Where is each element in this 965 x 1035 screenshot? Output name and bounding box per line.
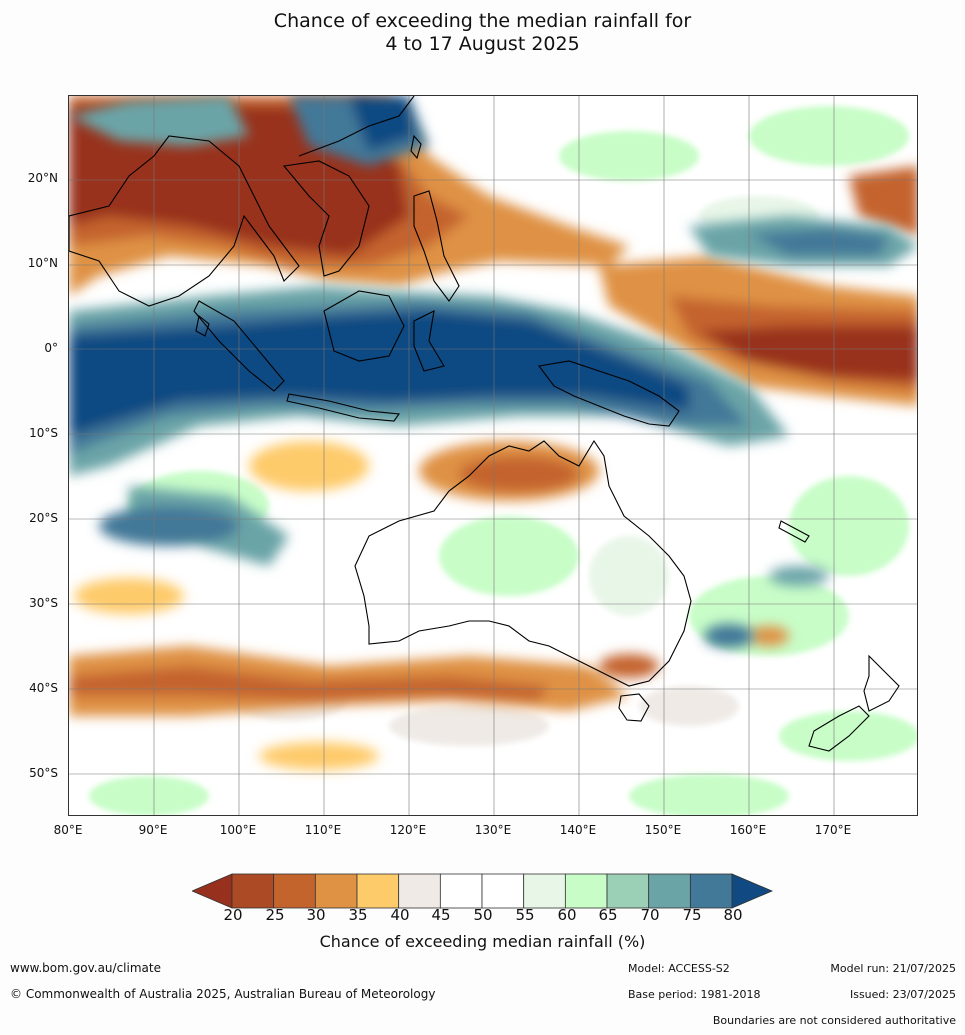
footer-issued: Issued: 23/07/2025 <box>849 988 956 1001</box>
borneo-coastline <box>323 290 405 362</box>
title-line-2: 4 to 17 August 2025 <box>385 33 580 55</box>
footer-url: www.bom.gov.au/climate <box>10 961 161 975</box>
probability-field-light <box>89 106 917 815</box>
australia-coastline <box>354 439 692 687</box>
title-line-1: Chance of exceeding the median rainfall … <box>273 10 692 32</box>
lat-label-30s: 30°S <box>29 596 58 610</box>
colorbar-cell <box>356 873 400 909</box>
lon-label-110e: 110°E <box>304 823 342 837</box>
lon-label-130e: 130°E <box>474 823 512 837</box>
colorbar-cell <box>314 873 358 909</box>
lat-label-10s: 10°S <box>29 426 58 440</box>
lon-label-80e: 80°E <box>53 823 83 837</box>
colorbar-title: Chance of exceeding median rainfall (%) <box>319 932 646 951</box>
philippines-coastline <box>413 190 460 302</box>
sri-lanka-coastline <box>195 315 210 337</box>
sulawesi-coastline <box>413 310 445 372</box>
map-title: Chance of exceeding the median rainfall … <box>0 10 965 56</box>
new-zealand-south-coastline <box>808 705 870 752</box>
lat-label-10n: 10°N <box>27 256 58 270</box>
indochina-coastline <box>282 160 370 277</box>
colorbar-tick-25: 25 <box>265 906 285 924</box>
colorbar-tick-20: 20 <box>223 906 243 924</box>
colorbar-cell <box>564 873 608 909</box>
colorbar-cell <box>648 873 691 909</box>
colorbar-tick-75: 75 <box>682 906 702 924</box>
new-guinea-coastline <box>538 360 680 427</box>
lat-label-0: 0° <box>44 341 58 355</box>
colorbar-cell <box>523 873 566 909</box>
lon-label-150e: 150°E <box>644 823 682 837</box>
colorbar-tick-45: 45 <box>431 906 451 924</box>
taiwan-coastline <box>410 134 422 160</box>
coastlines <box>69 96 900 752</box>
colorbar-cell <box>481 873 525 909</box>
new-caledonia-coastline <box>778 520 810 543</box>
colorbar-cell <box>439 873 483 909</box>
colorbar-tick-70: 70 <box>640 906 660 924</box>
lat-label-50s: 50°S <box>29 766 58 780</box>
colorbar-cell <box>398 873 441 909</box>
lon-label-100e: 100°E <box>219 823 257 837</box>
lon-label-140e: 140°E <box>559 823 597 837</box>
lon-label-160e: 160°E <box>729 823 767 837</box>
tasmania-coastline <box>618 693 650 722</box>
rainfall-map <box>68 95 918 816</box>
lon-label-170e: 170°E <box>814 823 852 837</box>
lon-label-90e: 90°E <box>138 823 168 837</box>
colorbar-tick-40: 40 <box>390 906 410 924</box>
footer-disclaimer: Boundaries are not considered authoritat… <box>712 1014 956 1027</box>
colorbar-cell <box>273 873 316 909</box>
footer-model: Model: ACCESS-S2 <box>628 962 730 975</box>
sumatra-coastline <box>193 300 285 392</box>
graticule <box>69 96 917 815</box>
lat-label-20s: 20°S <box>29 511 58 525</box>
footer-base-period: Base period: 1981-2018 <box>628 988 761 1001</box>
colorbar-cell <box>689 873 733 909</box>
asia-mainland-coastline <box>69 135 300 307</box>
colorbar <box>192 873 774 909</box>
footer-copyright: © Commonwealth of Australia 2025, Austra… <box>10 987 436 1001</box>
colorbar-tick-50: 50 <box>473 906 493 924</box>
china-coastline <box>298 96 415 157</box>
colorbar-arrow-low <box>192 873 233 909</box>
lat-label-40s: 40°S <box>29 681 58 695</box>
java-coastline <box>286 393 400 422</box>
new-zealand-north-coastline <box>863 654 900 712</box>
lat-label-20n: 20°N <box>27 171 58 185</box>
colorbar-tick-65: 65 <box>598 906 618 924</box>
colorbar-arrow-high <box>731 873 774 909</box>
map-canvas <box>69 96 917 815</box>
footer-model-run: Model run: 21/07/2025 <box>830 962 956 975</box>
colorbar-tick-80: 80 <box>723 906 743 924</box>
colorbar-cell <box>231 873 275 909</box>
colorbar-cell <box>606 873 650 909</box>
lon-label-120e: 120°E <box>389 823 427 837</box>
colorbar-tick-60: 60 <box>557 906 577 924</box>
colorbar-tick-30: 30 <box>306 906 326 924</box>
colorbar-tick-55: 55 <box>515 906 535 924</box>
colorbar-tick-35: 35 <box>348 906 368 924</box>
